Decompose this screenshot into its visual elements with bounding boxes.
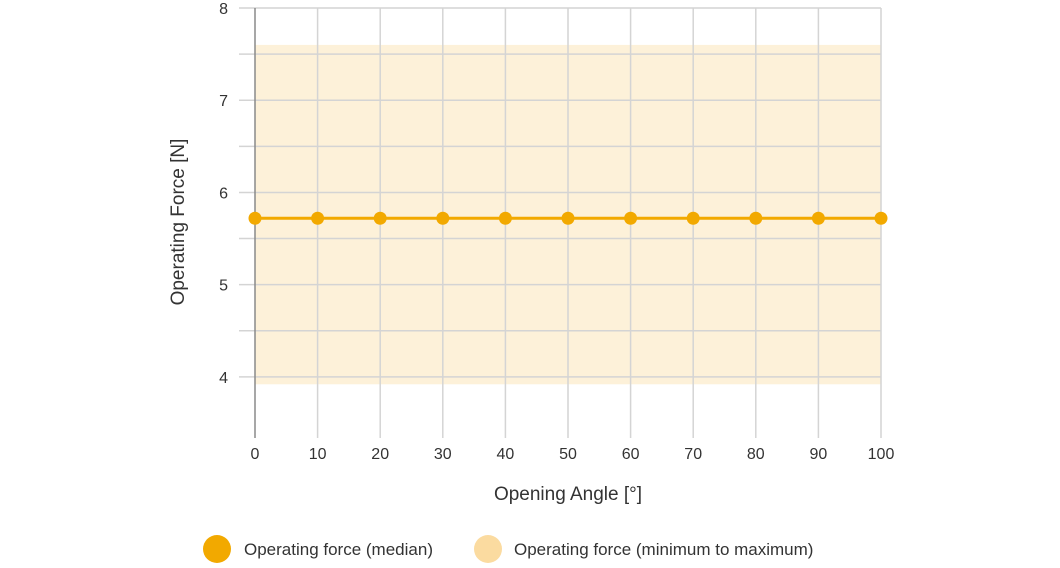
x-tick-label: 100 bbox=[868, 446, 895, 463]
data-point bbox=[561, 211, 575, 225]
legend-label-range: Operating force (minimum to maximum) bbox=[514, 540, 813, 559]
x-axis-title: Opening Angle [°] bbox=[494, 484, 642, 505]
legend-marker-median bbox=[203, 535, 231, 563]
data-point bbox=[749, 211, 763, 225]
legend-marker-range bbox=[474, 535, 502, 563]
data-point bbox=[248, 211, 262, 225]
x-tick-label: 0 bbox=[251, 446, 260, 463]
x-tick-label: 60 bbox=[622, 446, 640, 463]
data-point bbox=[373, 211, 387, 225]
y-tick-label: 4 bbox=[219, 370, 228, 387]
x-tick-label: 70 bbox=[684, 446, 702, 463]
x-tick-label: 10 bbox=[309, 446, 327, 463]
legend: Operating force (median) Operating force… bbox=[203, 535, 813, 563]
x-tick-label: 30 bbox=[434, 446, 452, 463]
series-layer bbox=[248, 211, 888, 225]
y-tick-label: 7 bbox=[219, 93, 228, 110]
data-point bbox=[811, 211, 825, 225]
x-tick-label: 90 bbox=[810, 446, 828, 463]
x-tick-label: 50 bbox=[559, 446, 577, 463]
data-point bbox=[874, 211, 888, 225]
y-axis-title: Operating Force [N] bbox=[168, 139, 189, 306]
data-point bbox=[311, 211, 325, 225]
y-tick-label: 5 bbox=[219, 278, 228, 295]
x-tick-label: 20 bbox=[371, 446, 389, 463]
data-point bbox=[436, 211, 450, 225]
data-point bbox=[686, 211, 700, 225]
y-tick-label: 6 bbox=[219, 185, 228, 202]
legend-label-median: Operating force (median) bbox=[244, 540, 433, 559]
x-tick-label: 80 bbox=[747, 446, 765, 463]
y-tick-label: 8 bbox=[219, 1, 228, 18]
data-point bbox=[624, 211, 638, 225]
data-point bbox=[498, 211, 512, 225]
x-tick-label: 40 bbox=[497, 446, 515, 463]
